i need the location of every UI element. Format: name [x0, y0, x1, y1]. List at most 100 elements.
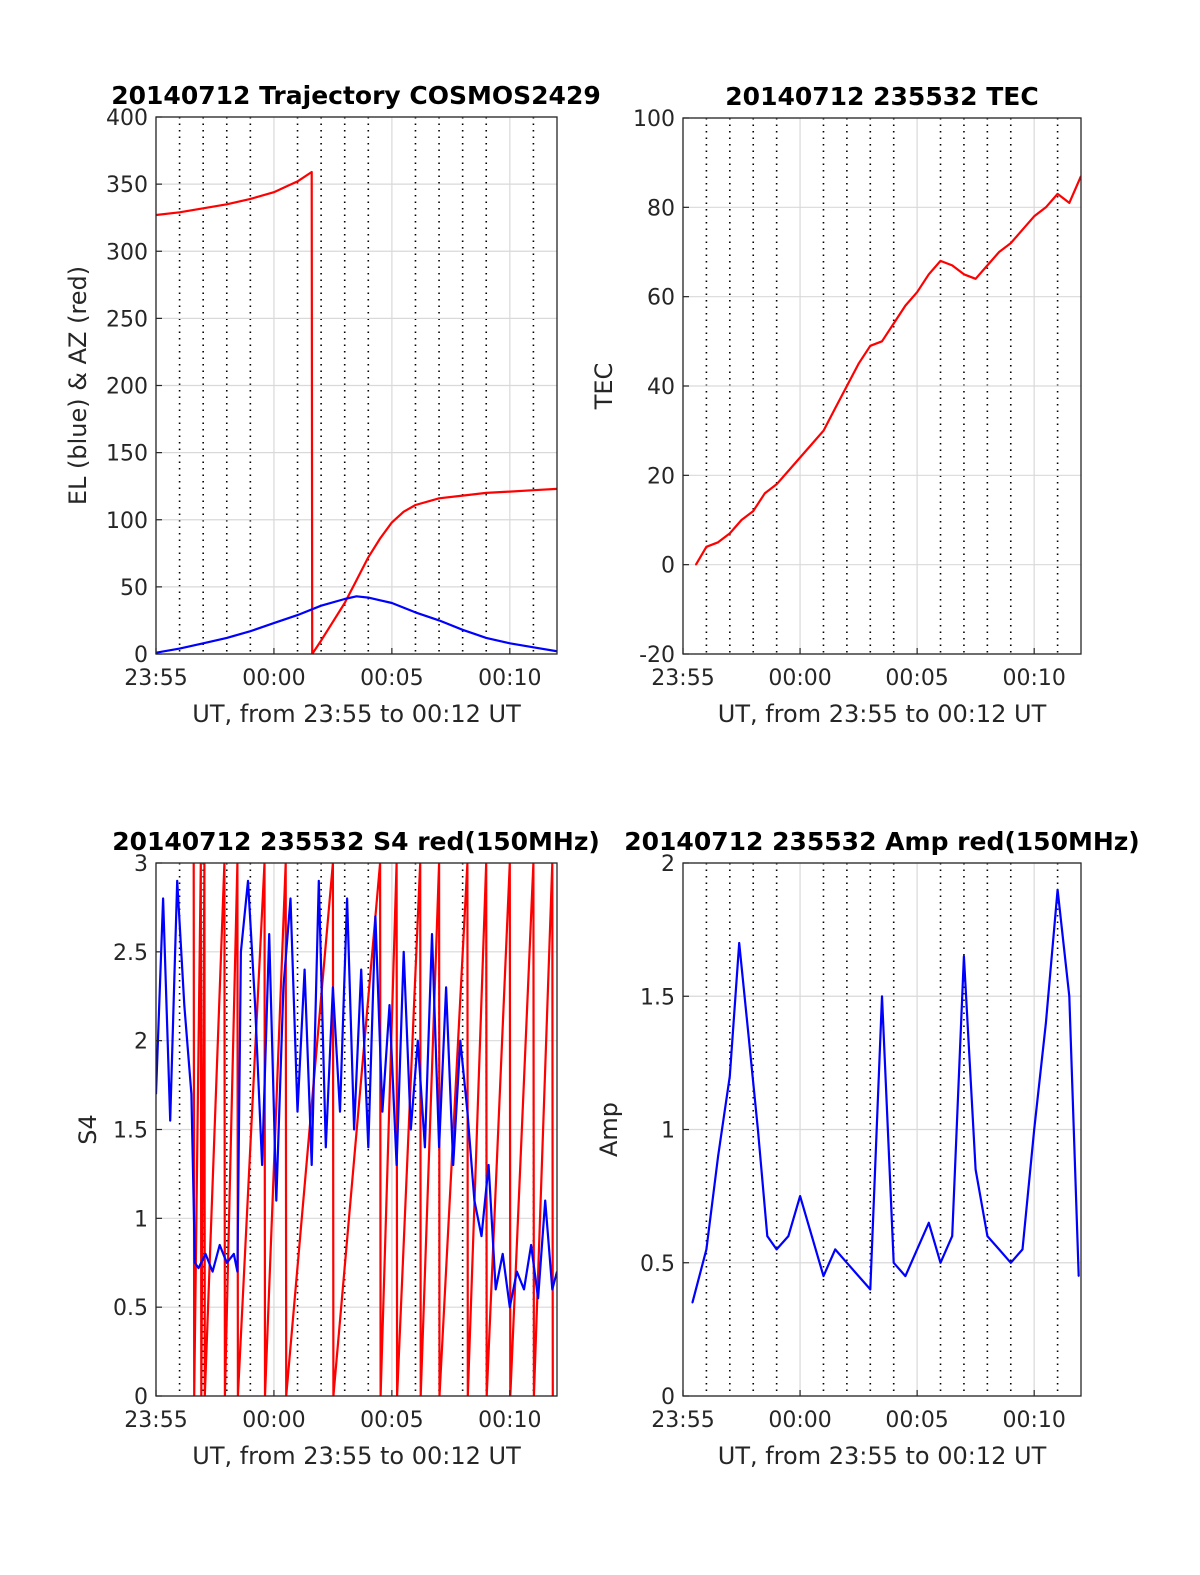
data-point — [438, 619, 440, 622]
data-point — [752, 510, 755, 512]
data-point — [391, 602, 393, 604]
data-point — [202, 207, 204, 210]
grid — [155, 116, 557, 655]
data-point — [485, 637, 488, 639]
data-point — [466, 1110, 469, 1113]
data-point — [296, 614, 299, 616]
series-line-0 — [694, 175, 1081, 566]
data-point — [523, 1288, 525, 1291]
chart-title: 20140712 235532 S4 red(150MHz) — [112, 827, 600, 856]
data-point — [325, 1146, 327, 1149]
data-point — [487, 1164, 490, 1166]
data-point — [310, 1164, 313, 1166]
y-tick-label: 0.5 — [113, 1296, 148, 1321]
y-tick-label: -20 — [639, 643, 675, 668]
x-tick-label: 23:55 — [651, 666, 714, 691]
data-point — [296, 1110, 299, 1113]
chart-title: 20140712 235532 Amp red(150MHz) — [624, 827, 1140, 856]
y-tick-label: 200 — [106, 375, 148, 400]
data-point — [296, 180, 299, 183]
data-point — [402, 510, 405, 513]
data-point — [485, 492, 488, 494]
data-point — [178, 211, 181, 214]
data-point — [822, 429, 825, 432]
x-tick-label: 23:55 — [124, 1408, 187, 1433]
data-point — [317, 879, 320, 882]
panel-s4: 23:55 00:00 00:05 00:10 0 0.5 1 1.5 2 2.5 32014071… — [74, 827, 600, 1470]
data-point — [273, 622, 275, 624]
data-point — [494, 1288, 497, 1291]
data-point — [530, 1244, 532, 1246]
data-point — [353, 1128, 355, 1131]
data-point — [764, 492, 766, 495]
data-point — [225, 203, 228, 206]
data-point — [963, 273, 965, 276]
y-tick-label: 20 — [647, 464, 675, 489]
data-point — [740, 519, 743, 521]
data-point — [249, 198, 252, 200]
y-tick-label: 40 — [647, 375, 675, 400]
data-point — [834, 1248, 836, 1251]
data-point — [757, 1128, 759, 1131]
x-tick-label: 00:05 — [885, 1408, 948, 1433]
data-point — [381, 1110, 384, 1113]
data-point — [904, 1275, 907, 1277]
data-point — [379, 537, 381, 540]
data-point — [738, 942, 740, 944]
y-tick-label: 1 — [134, 1207, 148, 1232]
data-point — [1021, 1248, 1024, 1251]
data-point — [892, 322, 895, 325]
y-tick-label: 60 — [647, 286, 675, 311]
x-tick-label: 00:10 — [478, 1408, 541, 1433]
data-point — [162, 897, 164, 900]
data-point — [236, 1270, 239, 1273]
data-point — [1009, 1261, 1012, 1264]
data-point — [998, 251, 1000, 253]
data-point — [461, 494, 464, 497]
x-tick-label: 00:00 — [768, 666, 831, 691]
data-point — [367, 1146, 370, 1149]
data-point — [881, 995, 883, 998]
data-point — [346, 897, 348, 900]
data-point — [343, 598, 346, 600]
data-point — [928, 273, 930, 276]
data-point — [473, 1199, 476, 1202]
y-tick-label: 0.5 — [640, 1252, 675, 1277]
data-point — [367, 556, 370, 559]
data-point — [869, 345, 872, 347]
data-point — [857, 362, 860, 365]
y-tick-label: 50 — [120, 576, 148, 601]
data-point — [445, 986, 447, 989]
data-point — [388, 1004, 391, 1006]
y-tick-label: 0 — [661, 1385, 675, 1410]
data-point — [846, 1261, 848, 1264]
series-group — [691, 888, 1080, 1304]
y-tick-label: 100 — [633, 107, 675, 132]
data-point — [282, 986, 285, 989]
data-point — [424, 1146, 426, 1149]
data-point — [452, 1164, 455, 1166]
series-line-1 — [156, 879, 557, 1309]
y-tick-label: 250 — [106, 307, 148, 332]
data-point — [218, 1244, 221, 1246]
x-tick-label: 00:05 — [360, 666, 423, 691]
grid — [682, 117, 1081, 655]
data-point — [787, 1235, 790, 1237]
data-point — [892, 1261, 895, 1264]
data-point — [261, 1164, 263, 1166]
data-point — [717, 1155, 719, 1157]
y-axis-label: Amp — [595, 1102, 623, 1157]
data-point — [810, 1235, 813, 1237]
x-tick-label: 00:10 — [1002, 666, 1065, 691]
data-point — [360, 968, 363, 971]
data-point — [480, 1235, 483, 1237]
data-point — [532, 489, 535, 492]
data-point — [268, 933, 271, 935]
data-point — [461, 629, 464, 631]
data-point — [544, 1199, 547, 1202]
chart-title: 20140712 Trajectory COSMOS2429 — [111, 81, 601, 110]
data-point — [916, 1248, 918, 1251]
data-point — [846, 385, 848, 387]
data-point — [509, 642, 511, 645]
